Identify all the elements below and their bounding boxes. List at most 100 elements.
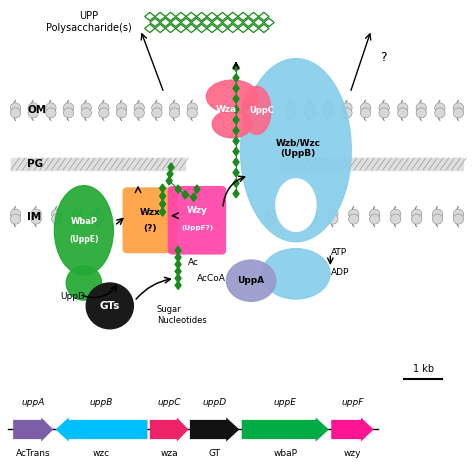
- Polygon shape: [233, 147, 239, 156]
- Circle shape: [28, 108, 38, 118]
- FancyArrow shape: [242, 418, 329, 442]
- Circle shape: [265, 214, 275, 224]
- Polygon shape: [175, 246, 181, 255]
- Polygon shape: [233, 158, 239, 166]
- Polygon shape: [160, 200, 165, 208]
- Circle shape: [435, 108, 445, 118]
- Polygon shape: [182, 190, 188, 199]
- Text: uppF: uppF: [341, 398, 364, 407]
- Circle shape: [31, 214, 41, 224]
- Text: ATP: ATP: [331, 248, 347, 257]
- Circle shape: [93, 214, 103, 224]
- Circle shape: [328, 209, 338, 219]
- FancyArrow shape: [13, 418, 53, 442]
- Text: AcCoA: AcCoA: [197, 274, 226, 283]
- Circle shape: [28, 103, 38, 113]
- Circle shape: [348, 209, 359, 219]
- Polygon shape: [175, 260, 181, 268]
- FancyBboxPatch shape: [122, 187, 177, 253]
- Text: (?): (?): [143, 224, 156, 233]
- Circle shape: [432, 214, 443, 224]
- Ellipse shape: [212, 110, 252, 138]
- Polygon shape: [175, 274, 181, 282]
- Text: OM: OM: [27, 105, 46, 116]
- Polygon shape: [175, 185, 181, 193]
- Circle shape: [391, 209, 401, 219]
- Circle shape: [10, 214, 21, 224]
- Circle shape: [64, 103, 74, 113]
- Text: wzy: wzy: [344, 450, 361, 458]
- Text: uppC: uppC: [157, 398, 181, 407]
- Text: wza: wza: [160, 450, 178, 458]
- Circle shape: [46, 108, 56, 118]
- Circle shape: [46, 103, 56, 113]
- Polygon shape: [160, 184, 165, 192]
- Polygon shape: [160, 192, 165, 200]
- Text: AcTrans: AcTrans: [16, 450, 51, 458]
- Circle shape: [187, 108, 197, 118]
- Circle shape: [370, 214, 380, 224]
- Polygon shape: [233, 63, 239, 72]
- Ellipse shape: [276, 179, 316, 231]
- Circle shape: [10, 209, 21, 219]
- Circle shape: [169, 108, 180, 118]
- FancyArrow shape: [190, 418, 239, 442]
- Circle shape: [265, 209, 275, 219]
- Circle shape: [453, 103, 464, 113]
- Ellipse shape: [66, 266, 101, 300]
- Circle shape: [453, 214, 464, 224]
- Polygon shape: [175, 267, 181, 275]
- Text: IM: IM: [27, 212, 42, 222]
- Ellipse shape: [262, 249, 330, 299]
- Ellipse shape: [55, 186, 113, 275]
- Polygon shape: [233, 179, 239, 187]
- Text: uppA: uppA: [21, 398, 45, 407]
- Ellipse shape: [227, 260, 276, 301]
- Polygon shape: [233, 105, 239, 114]
- Circle shape: [411, 214, 422, 224]
- Polygon shape: [175, 281, 181, 289]
- Text: Wza: Wza: [216, 105, 237, 114]
- Text: UppD: UppD: [61, 292, 85, 301]
- Polygon shape: [191, 193, 197, 201]
- Circle shape: [286, 103, 296, 113]
- Text: UppC: UppC: [249, 106, 274, 115]
- Circle shape: [286, 214, 296, 224]
- Text: wzc: wzc: [93, 450, 110, 458]
- Circle shape: [323, 108, 334, 118]
- Text: Sugar
Nucleotides: Sugar Nucleotides: [157, 305, 207, 325]
- Text: Ac: Ac: [188, 258, 199, 267]
- Circle shape: [328, 214, 338, 224]
- Polygon shape: [167, 170, 173, 178]
- Polygon shape: [168, 163, 174, 171]
- Text: uppE: uppE: [274, 398, 297, 407]
- Circle shape: [31, 209, 41, 219]
- Circle shape: [99, 103, 109, 113]
- Circle shape: [416, 103, 427, 113]
- Circle shape: [411, 209, 422, 219]
- FancyArrow shape: [55, 418, 147, 442]
- Text: wbaP: wbaP: [273, 450, 297, 458]
- Circle shape: [72, 209, 82, 219]
- Text: ?: ?: [380, 51, 386, 64]
- Polygon shape: [233, 74, 239, 82]
- Polygon shape: [233, 116, 239, 124]
- Circle shape: [72, 214, 82, 224]
- Circle shape: [453, 108, 464, 118]
- Text: Wzy: Wzy: [186, 206, 208, 215]
- Text: Wzb/Wzc: Wzb/Wzc: [276, 139, 321, 148]
- Text: Wzx: Wzx: [139, 207, 160, 217]
- Polygon shape: [233, 169, 239, 177]
- Circle shape: [307, 214, 317, 224]
- Circle shape: [416, 108, 427, 118]
- Circle shape: [152, 108, 162, 118]
- Circle shape: [360, 108, 371, 118]
- Polygon shape: [233, 127, 239, 134]
- Polygon shape: [233, 95, 239, 103]
- Circle shape: [286, 108, 296, 118]
- Circle shape: [81, 108, 91, 118]
- Circle shape: [305, 103, 315, 113]
- Polygon shape: [166, 177, 172, 185]
- Text: UPP
Polysaccharide(s): UPP Polysaccharide(s): [46, 11, 131, 33]
- Circle shape: [10, 108, 21, 118]
